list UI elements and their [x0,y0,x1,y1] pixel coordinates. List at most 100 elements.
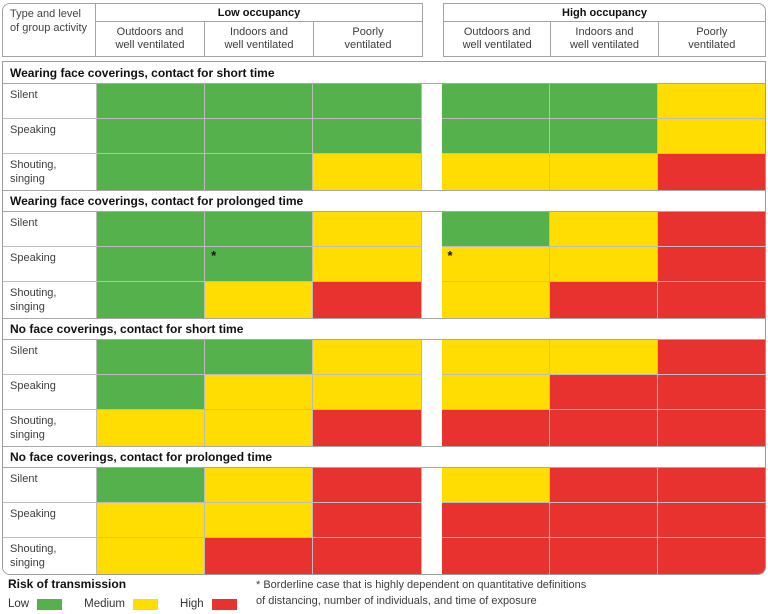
column-gap [421,247,442,282]
risk-cell-high [549,538,658,574]
corner-header-cell: Type and level of group activity [2,3,96,57]
table-row: Silent [3,212,765,247]
risk-cell-medium [97,410,206,446]
risk-cell-high [657,282,765,318]
risk-cell-low [205,212,314,247]
risk-cell-medium [441,154,550,190]
risk-cell-medium [441,340,550,375]
section: Wearing face coverings, contact for shor… [3,62,765,190]
risk-cell-medium: * [441,247,550,282]
column-gap [421,212,442,247]
risk-cell-high [657,410,765,446]
column-gap [421,154,442,190]
risk-cell-medium [657,119,765,154]
legend-swatch-medium [133,598,159,610]
risk-cell-high [441,410,550,446]
risk-cell-medium [549,212,658,247]
risk-cell-low [205,154,314,190]
table-row: Silent [3,340,765,375]
risk-cell-low [313,84,422,119]
table-row: Silent [3,84,765,119]
risk-table-body: Wearing face coverings, contact for shor… [2,61,766,575]
risk-cell-medium [549,154,658,190]
risk-cell-low [441,119,550,154]
risk-cell-low [97,247,206,282]
column-gap [421,340,442,375]
risk-cell-high [549,410,658,446]
risk-cell-low [97,282,206,318]
risk-cell-medium [313,212,422,247]
table-row: Shouting, singing [3,538,765,574]
risk-cell-low [441,212,550,247]
risk-cell-low [549,84,658,119]
risk-cell-low [205,119,314,154]
risk-cell-high [205,538,314,574]
column-header-low-outdoors: Outdoors and well ventilated [115,26,185,51]
row-label: Speaking [3,503,97,538]
legend-label-low: Low [8,598,30,610]
column-gap [421,468,442,503]
row-label: Shouting, singing [3,282,97,318]
risk-cell-medium [313,375,422,410]
risk-cell-high [657,340,765,375]
row-label: Shouting, singing [3,410,97,446]
footnote: * Borderline case that is highly depende… [256,579,587,607]
table-row: Speaking [3,119,765,154]
risk-cell-low [97,468,206,503]
risk-cell-high [549,503,658,538]
row-label: Silent [3,340,97,375]
risk-cell-high [549,468,658,503]
risk-cell-high [657,375,765,410]
risk-cell-medium [313,340,422,375]
risk-cell-high [657,538,765,574]
column-gap [421,375,442,410]
risk-cell-medium [441,375,550,410]
row-label: Silent [3,212,97,247]
risk-cell-medium [205,468,314,503]
risk-cell-high [657,247,765,282]
legend: Risk of transmission Low Medium High [8,577,259,610]
row-label: Silent [3,468,97,503]
risk-cell-high [657,154,765,190]
column-header-low-poorly: Poorly ventilated [313,22,422,56]
risk-cell-high [657,503,765,538]
risk-cell-medium [549,247,658,282]
risk-cell-low [313,119,422,154]
risk-cell-medium [549,340,658,375]
risk-cell-low [205,84,314,119]
column-header-high-indoors: Indoors and well ventilated [550,22,657,56]
table-header: Type and level of group activity Low occ… [2,3,766,57]
risk-cell-high [313,538,422,574]
row-label: Speaking [3,375,97,410]
column-header-high-outdoors: Outdoors and well ventilated [462,26,532,51]
table-row: Speaking [3,375,765,410]
risk-cell-high [657,468,765,503]
row-label: Silent [3,84,97,119]
section-title: No face coverings, contact for prolonged… [3,446,765,468]
legend-row: Low Medium High [8,598,259,610]
column-gap [421,538,442,574]
row-label: Shouting, singing [3,154,97,190]
section: No face coverings, contact for prolonged… [3,446,765,574]
risk-cell-high [313,410,422,446]
risk-cell-medium [97,538,206,574]
row-label: Speaking [3,119,97,154]
table-row: Shouting, singing [3,410,765,446]
high-occupancy-columns: Outdoors and well ventilated Indoors and… [444,22,765,56]
row-label: Shouting, singing [3,538,97,574]
risk-cell-high [549,282,658,318]
low-occupancy-header: Low occupancy Outdoors and well ventilat… [96,3,423,57]
risk-cell-low [549,119,658,154]
low-occupancy-columns: Outdoors and well ventilated Indoors and… [96,22,422,56]
risk-cell-medium [313,247,422,282]
risk-cell-high [313,282,422,318]
row-label: Speaking [3,247,97,282]
high-occupancy-header: High occupancy Outdoors and well ventila… [443,3,766,57]
risk-cell-high [441,538,550,574]
risk-cell-medium [205,503,314,538]
risk-cell-medium [441,468,550,503]
table-row: Silent [3,468,765,503]
header-column-gap [423,3,443,57]
column-header-high-poorly: Poorly ventilated [657,22,765,56]
